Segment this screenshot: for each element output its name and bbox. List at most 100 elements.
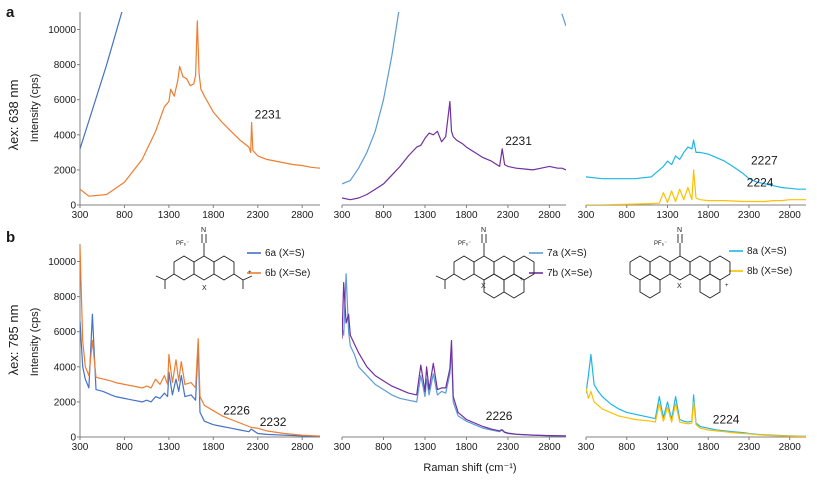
series-line-2 <box>586 387 806 437</box>
x-tick-label: 2800 <box>779 442 802 453</box>
series-line-2 <box>80 20 320 197</box>
structure-6-plus: + <box>248 270 252 276</box>
series-line-1 <box>342 273 566 437</box>
ylabel-a: Intensity (cps) <box>29 74 41 142</box>
x-tick-label: 2800 <box>779 210 802 221</box>
legend-entry: 8a (X=S) <box>747 246 787 257</box>
y-tick-label: 6000 <box>54 95 77 106</box>
x-tick-label: 2800 <box>291 442 314 453</box>
x-tick-label: 300 <box>72 210 89 221</box>
ylabel-b: Intensity (cps) <box>29 308 41 376</box>
x-tick-label: 1300 <box>656 210 679 221</box>
x-tick-label: 2300 <box>738 210 761 221</box>
x-tick-label: 1800 <box>455 210 478 221</box>
series-line-1 <box>80 313 320 437</box>
y-tick-label: 8000 <box>54 292 77 303</box>
y-tick-label: 8000 <box>54 60 77 71</box>
row-label-b: λex: 785 nm <box>6 305 21 376</box>
x-tick-label: 2300 <box>497 442 520 453</box>
x-tick-label: 1300 <box>158 442 181 453</box>
structure-6-nitrile: N <box>201 227 206 234</box>
structure-8 <box>629 234 731 299</box>
x-tick-label: 2300 <box>247 442 270 453</box>
x-tick-label: 1800 <box>697 442 720 453</box>
x-tick-label: 300 <box>334 442 351 453</box>
structure-8-nitrile: N <box>677 227 682 234</box>
structure-8-counterion: PF₆⁻ <box>654 241 667 247</box>
peak-annotation: 2226 <box>223 403 250 417</box>
x-tick-label: 1800 <box>455 442 478 453</box>
x-tick-label: 1300 <box>414 210 437 221</box>
x-tick-label: 2300 <box>247 210 270 221</box>
x-tick-label: 800 <box>116 210 133 221</box>
x-tick-label: 1300 <box>414 442 437 453</box>
structure-8-x: X <box>677 283 682 290</box>
series-line-1 <box>586 139 806 190</box>
x-tick-label: 2800 <box>291 210 314 221</box>
x-tick-label: 1300 <box>656 442 679 453</box>
panel-b2: 300 800 1300 1800 2300 2800 7a (X=S) 7b (X=Se) 2… <box>334 248 593 453</box>
series-line-2 <box>80 245 320 437</box>
x-tick-label: 2300 <box>497 210 520 221</box>
y-tick-label: 10000 <box>48 25 76 36</box>
panel-b1: 0 2000 4000 6000 8000 10000 300 800 1300 1800 2300… <box>48 244 320 453</box>
y-tick-label: 0 <box>70 433 76 444</box>
x-tick-label: 2800 <box>538 442 561 453</box>
structure-7-nitrile: N <box>481 227 486 234</box>
x-tick-label: 1800 <box>697 210 720 221</box>
panel-b3: 300 800 1300 1800 2300 2800 8a (X=S) 8b (X=Se) 2… <box>578 246 806 453</box>
legend-entry: 7a (X=S) <box>547 248 587 259</box>
peak-annotation: 2226 <box>486 409 513 423</box>
series-line-2 <box>342 100 566 201</box>
x-tick-label: 800 <box>618 210 635 221</box>
x-tick-label: 1300 <box>158 210 181 221</box>
x-tick-label: 800 <box>375 442 392 453</box>
structure-7-x: X <box>481 283 486 290</box>
peak-annotation: 2227 <box>751 153 778 167</box>
legend-entry: 6a (X=S) <box>265 248 305 259</box>
structure-6 <box>155 234 253 289</box>
series-line-1 <box>586 353 806 437</box>
legend-entry: 7b (X=Se) <box>547 268 592 279</box>
x-tick-label: 1800 <box>202 210 225 221</box>
structure-7-counterion: PF₆⁻ <box>458 241 471 247</box>
x-tick-label: 800 <box>116 442 133 453</box>
x-tick-label: 300 <box>72 442 89 453</box>
panel-letter-a: a <box>6 4 15 21</box>
x-tick-label: 300 <box>334 210 351 221</box>
series-line-2 <box>342 282 566 437</box>
peak-annotation: 2224 <box>747 176 774 190</box>
structure-8-plus: + <box>725 283 729 289</box>
x-tick-label: 2800 <box>538 210 561 221</box>
structure-7-plus: + <box>520 277 524 283</box>
peak-annotation: 2231 <box>505 134 532 148</box>
y-tick-label: 2000 <box>54 397 77 408</box>
row-label-a: λex: 638 nm <box>6 80 21 151</box>
panel-a1: 0 2000 4000 6000 8000 10000 300 800 1300 1800 2300… <box>48 12 320 221</box>
x-tick-label: 1800 <box>202 442 225 453</box>
series-line-2 <box>586 169 806 205</box>
y-tick-label: 0 <box>70 201 76 212</box>
x-tick-label: 2300 <box>738 442 761 453</box>
y-tick-label: 6000 <box>54 327 77 338</box>
legend-entry: 8b (X=Se) <box>747 266 792 277</box>
structure-7 <box>435 234 535 299</box>
legend-entry: 6b (X=Se) <box>265 268 310 279</box>
peak-annotation: 2232 <box>260 415 287 429</box>
series-line-1 <box>80 12 123 150</box>
structure-6-x: X <box>202 285 207 292</box>
x-tick-label: 800 <box>375 210 392 221</box>
panel-a3: 300 800 1300 1800 2300 2800 2227 2224 <box>578 139 806 221</box>
x-tick-label: 800 <box>618 442 635 453</box>
y-tick-label: 4000 <box>54 362 77 373</box>
panel-a2: 300 800 1300 1800 2300 2800 2231 <box>334 12 566 221</box>
peak-annotation: 2224 <box>713 413 740 427</box>
structure-6-counterion: PF₆⁻ <box>176 241 189 247</box>
y-tick-label: 10000 <box>48 257 76 268</box>
x-tick-label: 300 <box>578 210 595 221</box>
x-axis-label: Raman shift (cm⁻¹) <box>423 462 516 474</box>
y-tick-label: 4000 <box>54 130 77 141</box>
series-line-1 <box>342 12 566 185</box>
